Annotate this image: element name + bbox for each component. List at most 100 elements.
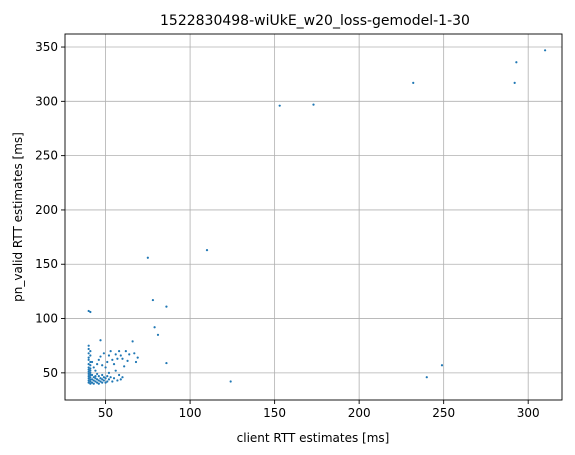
- data-point: [89, 382, 92, 385]
- data-point: [229, 380, 232, 383]
- data-point: [101, 373, 104, 377]
- data-point: [121, 376, 124, 379]
- data-point: [97, 358, 100, 361]
- data-point: [87, 372, 90, 376]
- data-point: [112, 363, 116, 366]
- data-points: [87, 49, 547, 385]
- data-point: [99, 380, 102, 383]
- data-point: [89, 371, 92, 374]
- data-point: [117, 350, 121, 353]
- data-point: [89, 369, 92, 372]
- x-tick-label: 50: [98, 406, 113, 420]
- data-point: [165, 361, 168, 365]
- data-point: [94, 377, 97, 380]
- x-tick-label: 150: [263, 406, 286, 420]
- data-point: [89, 378, 92, 381]
- data-point: [96, 381, 99, 384]
- data-point: [99, 355, 102, 358]
- data-point: [165, 305, 168, 308]
- data-point: [114, 353, 117, 356]
- data-point: [102, 379, 105, 382]
- data-point: [133, 352, 136, 355]
- y-axis-label: pn_valid RTT estimates [ms]: [11, 132, 25, 302]
- data-point: [87, 381, 90, 384]
- data-point: [109, 376, 112, 379]
- data-point: [126, 359, 129, 363]
- data-point: [87, 309, 90, 313]
- axis-ticks: 50 100 150 200 250 300 50 100 150 200 250 300 350: [35, 40, 540, 420]
- y-tick-label: 200: [35, 203, 58, 217]
- data-point: [134, 360, 138, 364]
- y-tick-label: 300: [35, 94, 58, 108]
- data-point: [89, 350, 92, 353]
- data-point: [92, 366, 95, 369]
- data-point: [278, 104, 281, 107]
- data-point: [96, 363, 99, 366]
- data-point: [90, 360, 94, 364]
- data-point: [96, 372, 99, 376]
- data-point: [99, 339, 102, 342]
- data-point: [97, 379, 100, 382]
- data-point: [156, 333, 160, 336]
- data-point: [92, 382, 95, 385]
- data-point: [107, 354, 111, 357]
- data-point: [87, 375, 90, 378]
- data-point: [101, 378, 104, 381]
- data-point: [107, 378, 111, 381]
- y-tick-label: 50: [43, 366, 58, 380]
- data-point: [205, 249, 209, 252]
- data-point: [89, 376, 92, 379]
- data-point: [111, 358, 114, 361]
- data-point: [90, 378, 94, 381]
- data-point: [114, 369, 117, 372]
- data-point: [99, 377, 102, 380]
- chart-title: 1522830498-wiUkE_w20_loss-gemodel-1-30: [160, 13, 470, 29]
- plot-frame: [64, 33, 563, 401]
- data-point: [412, 81, 415, 84]
- data-point: [116, 357, 119, 360]
- data-point: [123, 365, 126, 368]
- data-point: [94, 369, 97, 372]
- data-point: [153, 326, 156, 329]
- data-point: [87, 344, 90, 347]
- data-point: [89, 373, 92, 377]
- data-point: [106, 375, 109, 378]
- data-point: [87, 379, 90, 382]
- data-point: [102, 352, 105, 355]
- data-point: [513, 81, 516, 84]
- data-point: [119, 378, 122, 381]
- data-point: [87, 366, 90, 369]
- data-point: [89, 360, 92, 364]
- data-point: [101, 381, 104, 384]
- data-point: [107, 371, 111, 374]
- data-point: [104, 366, 107, 369]
- y-tick-label: 150: [35, 257, 58, 271]
- data-point: [94, 375, 97, 378]
- data-point: [87, 370, 90, 373]
- data-point: [117, 373, 121, 377]
- data-point: [124, 350, 127, 353]
- data-point: [104, 377, 107, 380]
- data-point: [90, 381, 94, 384]
- data-point: [515, 61, 518, 64]
- data-point: [92, 379, 95, 382]
- data-point: [121, 357, 124, 360]
- data-point: [109, 350, 112, 353]
- data-point: [112, 377, 116, 380]
- data-point: [87, 363, 90, 366]
- data-point: [87, 352, 90, 355]
- x-tick-label: 300: [517, 406, 540, 420]
- data-point: [90, 373, 94, 377]
- data-point: [312, 103, 315, 106]
- data-point: [111, 380, 114, 383]
- y-tick-label: 350: [35, 40, 58, 54]
- data-point: [116, 379, 119, 382]
- data-point: [101, 364, 104, 367]
- grid-lines: [65, 34, 562, 400]
- y-tick-label: 250: [35, 149, 58, 163]
- data-point: [97, 382, 100, 385]
- data-point: [87, 356, 90, 359]
- data-point: [87, 358, 90, 361]
- data-point: [146, 256, 149, 259]
